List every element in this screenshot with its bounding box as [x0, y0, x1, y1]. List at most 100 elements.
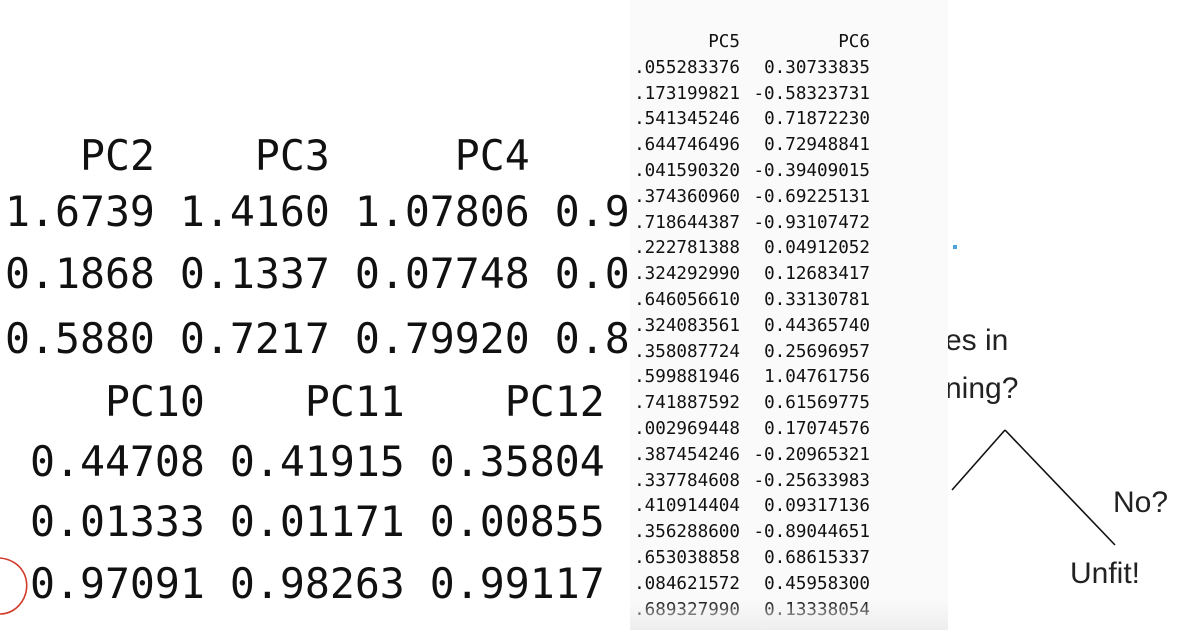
pc5-cell: .324292990 [634, 264, 740, 285]
pc5-cell: .646056610 [634, 289, 740, 310]
pc6-cell: 0.09317136 [764, 496, 870, 517]
pc6-cell: 0.17074576 [764, 418, 870, 439]
summary-cell: 0.01333 [29, 497, 205, 546]
pc6-cell: -0.69225131 [753, 186, 870, 207]
pc6-cell: -0.58323731 [753, 83, 870, 104]
pc5-cell: .358087724 [634, 341, 740, 362]
table-row: .644746496 0.72948841 [632, 133, 870, 159]
summary-row: 0.1868 0.1337 0.07748 0.0 [5, 250, 630, 298]
table-row: .387454246 -0.20965321 [632, 443, 870, 469]
pc6-cell: 0.33130781 [764, 289, 870, 310]
pc5-cell: .387454246 [634, 444, 740, 465]
branch-yes-line [951, 429, 1006, 491]
summary-cell: 0.99117 [429, 559, 605, 608]
summary-cell: 0.0 [554, 249, 630, 298]
summary-cell: 0.01171 [229, 497, 405, 546]
tree-branches [951, 429, 1116, 546]
table-row: .718644387 -0.93107472 [632, 211, 870, 237]
bottom-header-row: PC10 PC11 PC12 [0, 378, 605, 426]
header-pc4: PC4 [454, 131, 530, 180]
pc5-cell: .356288600 [634, 522, 740, 543]
table-row: .324083561 0.44365740 [632, 314, 870, 340]
summary-row: 0.97091 0.98263 0.99117 [0, 560, 605, 608]
pc6-cell: 0.71872230 [764, 109, 870, 130]
branch-label-no: No? [1113, 486, 1169, 519]
table-row: .410914404 0.09317136 [632, 494, 870, 520]
table-row: .324292990 0.12683417 [632, 262, 870, 288]
pc6-cell: 0.12683417 [764, 264, 870, 285]
pc6-cell: -0.89044651 [753, 522, 870, 543]
pc-scores-panel: PC5 PC6 .055283376 0.30733835 .173199821 -0.5… [630, 0, 948, 630]
pc5-cell: .741887592 [634, 393, 740, 414]
summary-row: 0.5880 0.7217 0.79920 0.8 [5, 315, 630, 363]
red-circle-annotation [0, 557, 28, 615]
summary-row: 0.44708 0.41915 0.35804 [0, 438, 605, 486]
leaf-label-unfit: Unfit! [1070, 557, 1141, 590]
pc5-cell: .324083561 [634, 315, 740, 336]
summary-cell: 0.98263 [229, 559, 405, 608]
pc6-cell: 1.04761756 [764, 367, 870, 388]
pc6-cell: 0.68615337 [764, 547, 870, 568]
header-pc12: PC12 [504, 377, 605, 426]
table-row: .222781388 0.04912052 [632, 236, 870, 262]
header-pc6: PC6 [838, 32, 870, 52]
summary-cell: 0.79920 [354, 314, 530, 363]
pc6-cell: 0.61569775 [764, 393, 870, 414]
table-row: .356288600 -0.89044651 [632, 520, 870, 546]
pc5-cell: .374360960 [634, 186, 740, 207]
pc5-cell: .002969448 [634, 418, 740, 439]
summary-cell: 1.07806 [354, 187, 530, 236]
table-row: .541345246 0.71872230 [632, 107, 870, 133]
summary-cell: 0.9 [554, 187, 630, 236]
pc6-cell: -0.25633983 [753, 470, 870, 491]
table-row: .055283376 0.30733835 [632, 56, 870, 82]
summary-cell: 0.35804 [429, 437, 605, 486]
table-row: .173199821 -0.58323731 [632, 82, 870, 108]
bottom-fade [630, 600, 948, 630]
branch-no-line [1004, 429, 1116, 546]
summary-cell: 0.1337 [179, 249, 330, 298]
header-pc3: PC3 [254, 131, 330, 180]
table-header: PC5 PC6 [632, 30, 870, 56]
blue-dot [953, 245, 957, 249]
summary-cell: 0.00855 [429, 497, 605, 546]
pc5-cell: .718644387 [634, 212, 740, 233]
summary-cell: 0.5880 [5, 314, 155, 363]
summary-row: 1.6739 1.4160 1.07806 0.9 [5, 188, 630, 236]
summary-cell: 0.1868 [5, 249, 155, 298]
summary-row: 0.01333 0.01171 0.00855 [0, 498, 605, 546]
pc6-cell: 0.30733835 [764, 57, 870, 78]
summary-cell: 1.6739 [5, 187, 155, 236]
summary-cell: 0.97091 [29, 559, 205, 608]
summary-cell: 0.7217 [179, 314, 330, 363]
pc6-cell: 0.25696957 [764, 341, 870, 362]
pc5-cell: .084621572 [634, 573, 740, 594]
pc6-cell: 0.04912052 [764, 238, 870, 259]
pc5-cell: .541345246 [634, 109, 740, 130]
tree-question-line-2: ning? [948, 372, 1019, 405]
pc5-cell: .173199821 [634, 83, 740, 104]
header-pc11: PC11 [304, 377, 405, 426]
pc-scores-table: PC5 PC6 .055283376 0.30733835 .173199821 -0.5… [632, 30, 870, 623]
pca-summary-panel: PC2 PC3 PC4 1.6739 1.4160 1.07806 0.9 0.1… [0, 131, 630, 615]
table-row: .337784608 -0.25633983 [632, 469, 870, 495]
summary-cell: 0.41915 [229, 437, 405, 486]
header-pc5: PC5 [708, 32, 740, 52]
table-row: .653038858 0.68615337 [632, 546, 870, 572]
pc5-cell: .337784608 [634, 470, 740, 491]
pc5-cell: .055283376 [634, 57, 740, 78]
tree-question-line-1: es in [948, 324, 1009, 357]
pc5-cell: .653038858 [634, 547, 740, 568]
summary-cell: 0.44708 [29, 437, 205, 486]
header-pc10: PC10 [104, 377, 205, 426]
table-row: .084621572 0.45958300 [632, 572, 870, 598]
top-header-row: PC2 PC3 PC4 [5, 132, 530, 180]
pc6-cell: 0.44365740 [764, 315, 870, 336]
pc5-cell: .222781388 [634, 238, 740, 259]
pc5-cell: .599881946 [634, 367, 740, 388]
summary-cell: 1.4160 [179, 187, 330, 236]
pc6-cell: -0.20965321 [753, 444, 870, 465]
pc5-cell: .644746496 [634, 135, 740, 156]
pc6-cell: -0.93107472 [753, 212, 870, 233]
table-row: .358087724 0.25696957 [632, 340, 870, 366]
